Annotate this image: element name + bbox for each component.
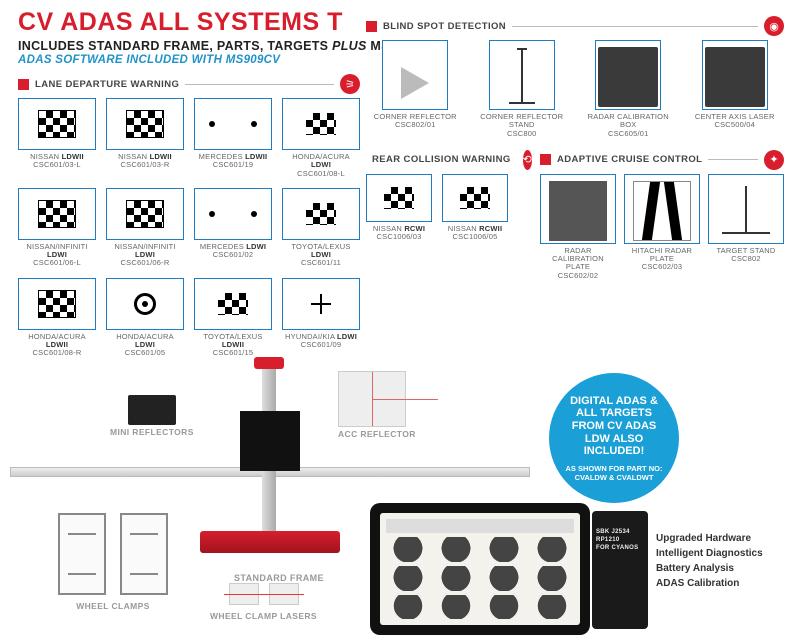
app-icon [386, 595, 430, 620]
rcw-item: NISSAN RCWIICSC1006/05 [442, 174, 508, 242]
ldw-item: TOYOTA/LEXUS LDWIICSC601/15 [194, 278, 272, 358]
section-ldw: LANE DEPARTURE WARNING ⚞ [18, 74, 360, 94]
bsd-item: CORNER REFLECTOR STANDCSC800 [473, 40, 572, 138]
diagnostic-tablet [370, 503, 590, 635]
left-column: LANE DEPARTURE WARNING ⚞ NISSAN LDWIICSC… [0, 70, 360, 357]
ldw-item: MERCEDES LDWICSC601/02 [194, 188, 272, 268]
section-acc: ADAPTIVE CRUISE CONTROL ✦ [540, 150, 784, 170]
bsd-grid: CORNER REFLECTORCSC802/01CORNER REFLECTO… [366, 40, 784, 138]
app-icon [530, 537, 574, 562]
section-ldw-label: LANE DEPARTURE WARNING [35, 79, 179, 90]
feature-item: ADAS Calibration [656, 576, 763, 591]
wheel-clamp [58, 513, 106, 595]
ldw-item: NISSAN/INFINITI LDWICSC601/06-R [106, 188, 184, 268]
ldw-item: HYUNDAI/KIA LDWICSC601/09 [282, 278, 360, 358]
frame-top [254, 357, 284, 369]
wheel-clamps-label: WHEEL CLAMPS [58, 601, 168, 611]
divider [512, 26, 758, 27]
feature-item: Battery Analysis [656, 561, 763, 576]
acc-item: HITACHI RADAR PLATECSC602/03 [624, 174, 700, 280]
dock-l3: FOR CYANOS [596, 545, 644, 553]
frame-base [200, 531, 340, 553]
red-square-icon [540, 154, 551, 165]
feature-item: Upgraded Hardware [656, 531, 763, 546]
bsd-item: RADAR CALIBRATION BOXCSC605/01 [579, 40, 678, 138]
badge-line1: DIGITAL ADAS & ALL TARGETS FROM CV ADAS … [561, 395, 667, 458]
acc-item: TARGET STANDCSC802 [708, 174, 784, 280]
app-icon [434, 566, 478, 591]
app-icon [482, 537, 526, 562]
red-square-icon [366, 21, 377, 32]
vci-dock: SBK J2534 RP1210 FOR CYANOS [592, 511, 648, 629]
acc-item: RADAR CALIBRATION PLATECSC602/02 [540, 174, 616, 280]
section-bsd-label: BLIND SPOT DETECTION [383, 21, 506, 32]
app-icon [434, 537, 478, 562]
app-icon [434, 595, 478, 620]
divider [708, 159, 758, 160]
app-icon [386, 537, 430, 562]
feature-item: Intelligent Diagnostics [656, 546, 763, 561]
red-square-icon [18, 79, 29, 90]
bottom-area: MINI REFLECTORS ACC REFLECTOR STANDARD F… [0, 363, 789, 643]
ldw-item: HONDA/ACURA LDWIICSC601/08-R [18, 278, 96, 358]
acc-block: ADAPTIVE CRUISE CONTROL ✦ RADAR CALIBRAT… [540, 146, 784, 280]
ldw-icon: ⚞ [340, 74, 360, 94]
promo-badge: DIGITAL ADAS & ALL TARGETS FROM CV ADAS … [549, 373, 679, 503]
ldw-item: TOYOTA/LEXUS LDWICSC601/11 [282, 188, 360, 268]
wheel-clamp-lasers-label: WHEEL CLAMP LASERS [210, 611, 317, 621]
tablet-screen [380, 513, 580, 625]
wheel-clamp [120, 513, 168, 595]
rcw-block: REAR COLLISION WARNING ⟲ NISSAN RCWICSC1… [366, 146, 526, 280]
tablet-topbar [386, 519, 574, 533]
badge-line2: AS SHOWN FOR PART NO: CVALDW & CVALDWT [561, 464, 667, 482]
ldw-item: HONDA/ACURA LDWICSC601/08-L [282, 98, 360, 178]
ldw-item: NISSAN LDWIICSC601/03-L [18, 98, 96, 178]
ldw-grid: NISSAN LDWIICSC601/03-LNISSAN LDWIICSC60… [18, 98, 360, 357]
clamp-laser [269, 583, 299, 605]
dock-l1: SBK J2534 [596, 529, 644, 537]
app-icon [530, 595, 574, 620]
app-icon [482, 566, 526, 591]
bsd-icon: ◉ [764, 16, 784, 36]
ldw-item: HONDA/ACURA LDWICSC601/05 [106, 278, 184, 358]
dock-l2: RP1210 [596, 537, 644, 545]
rcw-grid: NISSAN RCWICSC1006/03NISSAN RCWIICSC1006… [366, 174, 526, 242]
ldw-item: MERCEDES LDWIICSC601/19 [194, 98, 272, 178]
subtitle-plus: PLUS [332, 39, 367, 53]
app-icon [482, 595, 526, 620]
standard-frame [170, 371, 370, 571]
section-rcw-label: REAR COLLISION WARNING [372, 154, 511, 165]
bsd-item: CENTER AXIS LASERCSC500/04 [686, 40, 785, 138]
standard-frame-label: STANDARD FRAME [234, 573, 324, 583]
section-acc-label: ADAPTIVE CRUISE CONTROL [557, 154, 702, 165]
subtitle-lead: INCLUDES STANDARD FRAME, PARTS, TARGETS [18, 39, 328, 53]
section-bsd: BLIND SPOT DETECTION ◉ [366, 16, 784, 36]
wheel-clamps: WHEEL CLAMPS [58, 513, 168, 611]
mini-reflector-box [128, 395, 176, 425]
feature-list: Upgraded HardwareIntelligent Diagnostics… [656, 531, 763, 591]
ldw-item: NISSAN/INFINITI LDWICSC601/06-L [18, 188, 96, 268]
wheel-clamp-lasers: WHEEL CLAMP LASERS [210, 583, 317, 621]
right-column: BLIND SPOT DETECTION ◉ CORNER REFLECTORC… [360, 70, 789, 357]
frame-screen [240, 411, 300, 471]
acc-grid: RADAR CALIBRATION PLATECSC602/02HITACHI … [540, 174, 784, 280]
ldw-item: NISSAN LDWIICSC601/03-R [106, 98, 184, 178]
section-rcw: REAR COLLISION WARNING ⟲ [366, 150, 526, 170]
acc-icon: ✦ [764, 150, 784, 170]
bsd-item: CORNER REFLECTORCSC802/01 [366, 40, 465, 138]
app-icon [386, 566, 430, 591]
app-icon [530, 566, 574, 591]
rcw-icon: ⟲ [523, 150, 532, 170]
rcw-item: NISSAN RCWICSC1006/03 [366, 174, 432, 242]
clamp-laser [229, 583, 259, 605]
divider [185, 84, 334, 85]
